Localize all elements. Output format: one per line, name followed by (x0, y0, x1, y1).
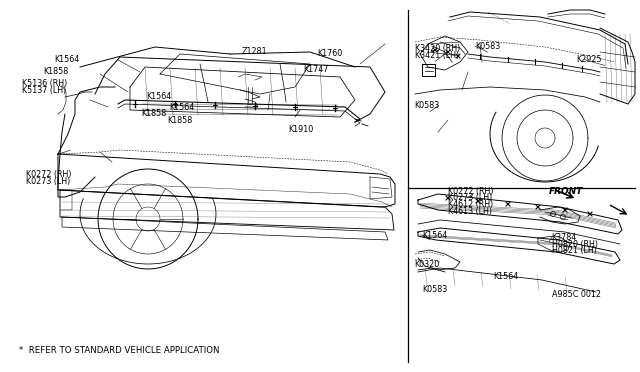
Text: K3421 (LH): K3421 (LH) (415, 51, 459, 60)
Text: K1760: K1760 (317, 49, 342, 58)
Text: K5137 (LH): K5137 (LH) (22, 86, 67, 94)
Text: K1910: K1910 (288, 125, 313, 134)
Text: K1858: K1858 (141, 109, 166, 118)
Text: K0273 (LH): K0273 (LH) (26, 177, 70, 186)
Text: K1564: K1564 (422, 231, 447, 240)
Text: K1564: K1564 (146, 92, 171, 101)
Text: A985C 0012: A985C 0012 (552, 290, 601, 299)
Text: K1858: K1858 (44, 67, 68, 76)
Text: K3784: K3784 (552, 233, 577, 242)
Text: K0583: K0583 (415, 101, 440, 110)
Text: FRONT: FRONT (549, 187, 584, 196)
Text: K0583: K0583 (422, 285, 447, 294)
Text: H0820 (RH): H0820 (RH) (552, 240, 598, 248)
Text: Z1281: Z1281 (242, 47, 268, 56)
Text: *  REFER TO STANDARD VEHICLE APPLICATION: * REFER TO STANDARD VEHICLE APPLICATION (19, 346, 220, 355)
Text: K5136 (RH): K5136 (RH) (22, 79, 68, 88)
Text: K0583: K0583 (475, 42, 500, 51)
Text: H0821 (LH): H0821 (LH) (552, 246, 596, 255)
Text: K0273 (LH): K0273 (LH) (448, 193, 492, 202)
Text: K2925: K2925 (576, 55, 602, 64)
Text: K1747: K1747 (303, 65, 329, 74)
Text: K1564: K1564 (54, 55, 79, 64)
Text: K0272 (RH): K0272 (RH) (448, 187, 493, 196)
Text: K4613 (LH): K4613 (LH) (448, 207, 492, 216)
Text: K1858: K1858 (168, 116, 193, 125)
Text: K3420 (RH): K3420 (RH) (415, 44, 460, 53)
Text: K4612 (RH): K4612 (RH) (448, 200, 493, 209)
Text: K1564: K1564 (170, 103, 195, 112)
Text: K0320: K0320 (415, 260, 440, 269)
Text: K0272 (RH): K0272 (RH) (26, 170, 71, 179)
Text: K1564: K1564 (493, 272, 518, 281)
